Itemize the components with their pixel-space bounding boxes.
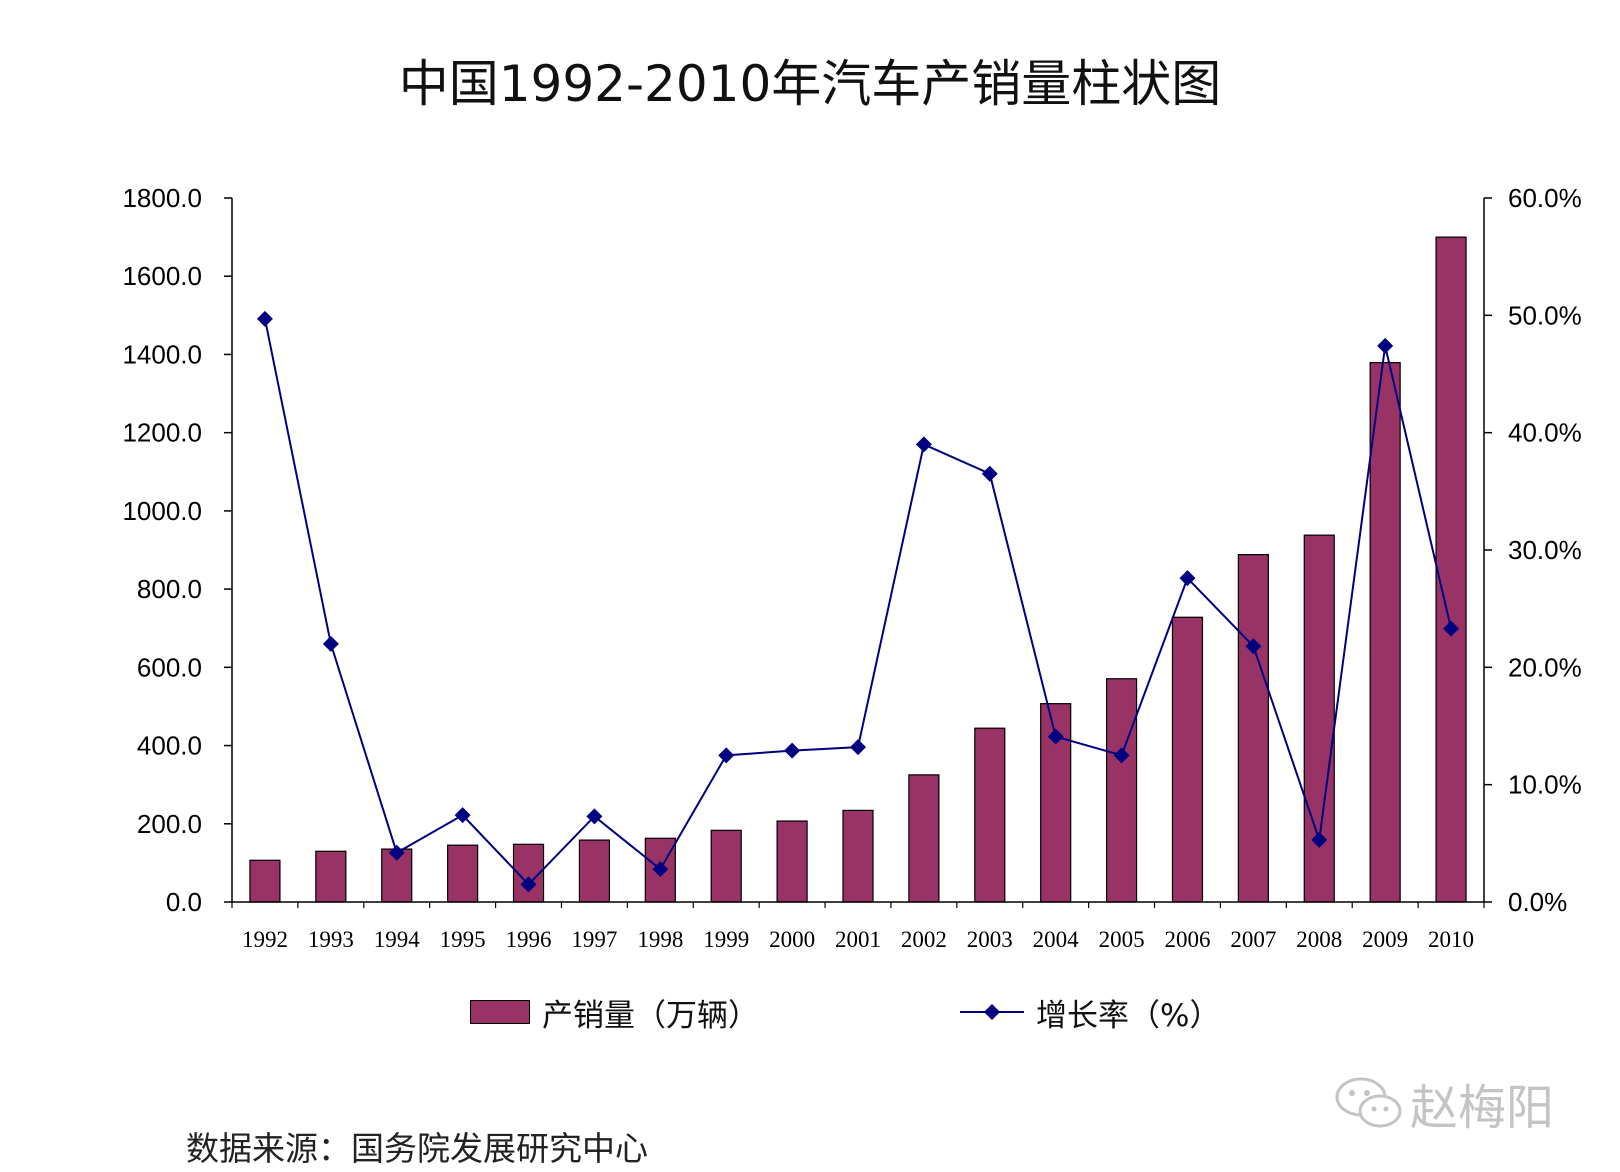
growth-rate-line [263, 318, 1453, 886]
growth-point-1992 [256, 310, 273, 327]
bar-2003 [974, 727, 1006, 903]
y-right-tick-label: 10.0% [1508, 770, 1582, 800]
legend-item-line: 增长率（%） [960, 990, 1220, 1034]
legend-bar-swatch [470, 1000, 530, 1024]
y-right-tick-label: 40.0% [1508, 418, 1582, 448]
y-left-tick-label: 200.0 [137, 809, 202, 839]
x-tick-label: 2007 [1230, 927, 1276, 952]
x-tick-label: 1998 [637, 927, 683, 952]
growth-point-1997 [586, 808, 603, 825]
y-left-tick-label: 1000.0 [122, 496, 202, 526]
growth-point-2009 [1377, 337, 1394, 354]
legend: 产销量（万辆） 增长率（%） [470, 990, 1230, 1034]
growth-point-2006 [1179, 570, 1196, 587]
growth-point-1995 [454, 807, 471, 824]
y-left-tick-label: 600.0 [137, 652, 202, 682]
watermark-text: 赵梅阳 [1410, 1080, 1555, 1136]
legend-line-marker-icon [960, 1004, 1024, 1020]
x-tick-label: 2005 [1099, 927, 1145, 952]
y-right-tick-label: 50.0% [1508, 300, 1582, 330]
growth-point-2008 [1311, 831, 1328, 848]
y-left-tick-label: 1400.0 [122, 339, 202, 369]
growth-point-2007 [1245, 638, 1262, 655]
bars-layer [249, 236, 1467, 903]
bar-1997 [578, 839, 611, 903]
wechat-icon [1335, 1077, 1402, 1128]
bar-1999 [710, 829, 742, 903]
x-tick-label: 2000 [769, 927, 815, 952]
growth-point-1999 [718, 747, 735, 764]
x-tick-label: 2010 [1428, 927, 1474, 952]
y-right-tick-label: 60.0% [1508, 183, 1582, 213]
x-tick-label: 2006 [1164, 927, 1210, 952]
x-tick-label: 2008 [1296, 927, 1342, 952]
bar-1992 [249, 859, 281, 903]
growth-point-2003 [981, 465, 998, 482]
x-tick-label: 1996 [506, 927, 552, 952]
watermark: 赵梅阳 [1334, 1068, 1554, 1138]
growth-point-1994 [388, 844, 405, 861]
legend-item-bar: 产销量（万辆） [470, 990, 759, 1034]
bar-2006 [1171, 616, 1204, 903]
y-left-tick-label: 1200.0 [122, 418, 202, 448]
growth-point-2002 [915, 436, 932, 453]
y-left-tick-label: 1600.0 [122, 261, 202, 291]
x-tick-label: 1994 [374, 927, 421, 952]
y-left-tick-label: 400.0 [137, 731, 202, 761]
y-right-tick-label: 0.0% [1508, 887, 1567, 917]
bar-2005 [1105, 678, 1138, 903]
x-tick-label: 1997 [571, 927, 617, 952]
chart-title: 中国1992-2010年汽车产销量柱状图 [398, 55, 1222, 113]
x-tick-label: 1993 [308, 927, 354, 952]
y-left-tick-label: 0.0 [166, 887, 202, 917]
x-tick-label: 1992 [242, 927, 288, 952]
x-tick-label: 2003 [967, 927, 1013, 952]
x-tick-label: 2004 [1033, 927, 1080, 952]
y-left-tick-label: 800.0 [137, 574, 202, 604]
x-tick-label: 2002 [901, 927, 947, 952]
growth-point-1998 [652, 861, 669, 878]
x-tick-label: 1999 [703, 927, 749, 952]
growth-point-1993 [322, 635, 339, 652]
growth-point-2010 [1443, 620, 1460, 637]
x-tick-label: 2001 [835, 927, 881, 952]
growth-point-2005 [1113, 747, 1130, 764]
bar-1993 [315, 850, 347, 903]
x-tick-label: 1995 [440, 927, 486, 952]
y-right-tick-label: 20.0% [1508, 652, 1582, 682]
bar-2007 [1237, 554, 1269, 903]
bar-2001 [842, 809, 874, 903]
y-left-tick-label: 1800.0 [122, 183, 202, 213]
growth-point-2004 [1047, 728, 1064, 745]
bar-1995 [447, 844, 479, 903]
y-right-tick-label: 30.0% [1508, 535, 1582, 565]
bar-2002 [908, 774, 940, 903]
legend-line-label: 增长率（%） [1036, 997, 1221, 1034]
growth-point-2000 [784, 742, 801, 759]
growth-point-2001 [850, 739, 866, 756]
axes-layer: 0.0 200.0 400.0 600.0 800.0 1000.0 1200.0 1400.… [122, 183, 1581, 952]
growth-point-1996 [520, 876, 537, 893]
bar-2010 [1435, 236, 1467, 903]
bar-2000 [776, 820, 808, 903]
bar-2009 [1369, 362, 1401, 903]
legend-bar-label: 产销量（万辆） [542, 997, 759, 1034]
line-layer [256, 310, 1460, 893]
x-tick-label: 2009 [1362, 927, 1408, 952]
source-note: 数据来源：国务院发展研究中心 [186, 1129, 648, 1168]
